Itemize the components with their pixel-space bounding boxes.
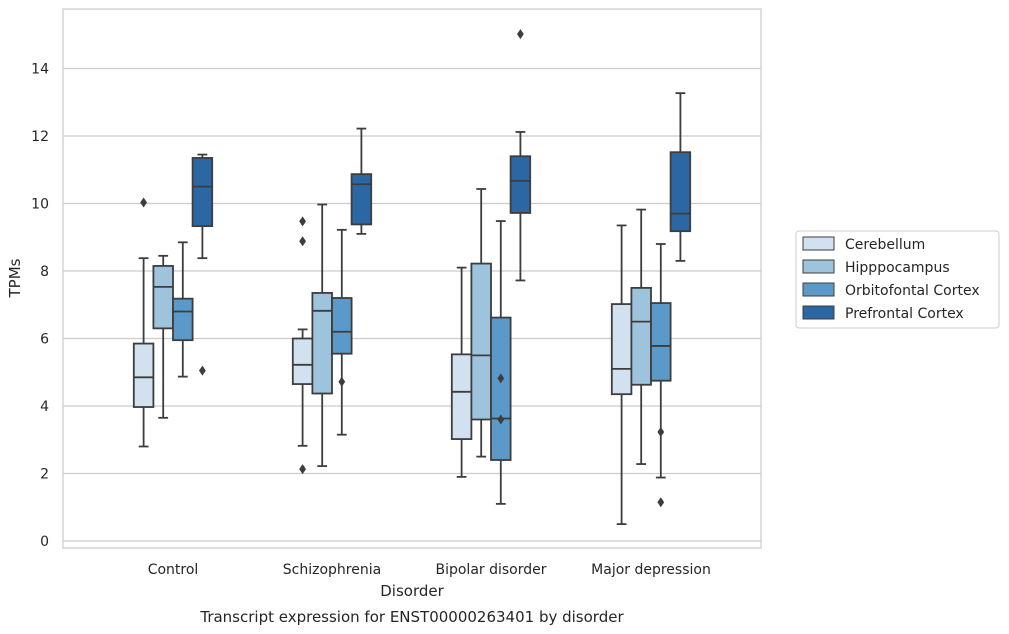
outlier-point	[199, 365, 206, 376]
outlier-point	[497, 414, 505, 425]
box-iqr	[490, 316, 512, 461]
outlier-point	[517, 29, 524, 40]
box-iqr	[470, 262, 492, 421]
legend-frame	[795, 230, 1000, 329]
box-iqr	[669, 151, 692, 233]
box-prefrontal-cortex	[669, 92, 692, 262]
legend-swatch	[802, 282, 835, 297]
box-iqr	[191, 157, 214, 228]
box-cerebellum	[610, 224, 633, 526]
x-tick-label: Major depression	[591, 562, 711, 578]
legend: Cerebellum Hipppocampus Orbitofontal Corte…	[795, 230, 1000, 329]
box-iqr	[172, 297, 194, 342]
y-tick-label: 10	[31, 197, 49, 213]
outlier-point	[299, 216, 306, 227]
x-tick-labels: Control Schizophrenia Bipolar disorder Majo…	[148, 562, 711, 578]
box-hipppocampus	[152, 254, 174, 419]
box-prefrontal-cortex	[509, 29, 532, 282]
y-tick-label: 8	[40, 264, 49, 280]
y-tick-label: 6	[40, 332, 49, 348]
y-tick-label: 2	[40, 467, 49, 483]
box-iqr	[311, 292, 333, 395]
outlier-point	[338, 376, 346, 387]
x-tick-label: Control	[148, 562, 199, 578]
box-iqr	[152, 265, 174, 330]
boxes	[132, 29, 692, 526]
legend-swatch	[802, 305, 835, 320]
box-orbitofontal-cortex	[650, 243, 672, 508]
y-tick-label: 0	[40, 534, 49, 550]
y-tick-labels: 0 2 4 6 8 10 12 14	[31, 62, 49, 551]
box-iqr	[291, 337, 314, 385]
y-tick-label: 12	[31, 129, 49, 145]
outlier-point	[140, 197, 147, 208]
box-iqr	[610, 303, 633, 396]
x-tick-label: Bipolar disorder	[435, 562, 546, 578]
legend-swatch	[802, 236, 835, 251]
legend-label: Hipppocampus	[845, 260, 950, 276]
box-iqr	[450, 353, 473, 440]
box-prefrontal-cortex	[191, 153, 214, 376]
plot-background	[63, 9, 761, 548]
legend-swatch	[802, 259, 835, 274]
outlier-point	[657, 497, 665, 508]
y-axis-label: TPMs	[6, 258, 24, 298]
box-iqr	[650, 302, 672, 382]
outlier-point	[497, 373, 505, 384]
box-iqr	[331, 297, 353, 355]
box-orbitofontal-cortex	[490, 220, 512, 505]
legend-label: Orbitofontal Cortex	[845, 283, 980, 299]
legend-label: Cerebellum	[845, 237, 925, 253]
y-tick-label: 4	[40, 399, 49, 415]
outlier-point	[657, 426, 665, 437]
box-iqr	[630, 286, 652, 386]
legend-label: Prefrontal Cortex	[845, 306, 964, 322]
box-cerebellum	[132, 197, 155, 448]
box-iqr	[132, 342, 155, 408]
x-axis-label: Disorder	[380, 582, 444, 600]
y-tick-label: 14	[31, 62, 49, 78]
box-iqr	[350, 173, 373, 226]
x-tick-label: Schizophrenia	[283, 562, 381, 578]
outlier-point	[299, 464, 306, 475]
plot-frame	[62, 8, 762, 549]
box-prefrontal-cortex	[350, 127, 373, 235]
box-iqr	[509, 155, 532, 214]
outlier-point	[299, 236, 306, 247]
box-orbitofontal-cortex	[172, 241, 194, 378]
chart-caption: Transcript expression for ENST0000026340…	[199, 608, 624, 626]
box-orbitofontal-cortex	[331, 228, 353, 436]
